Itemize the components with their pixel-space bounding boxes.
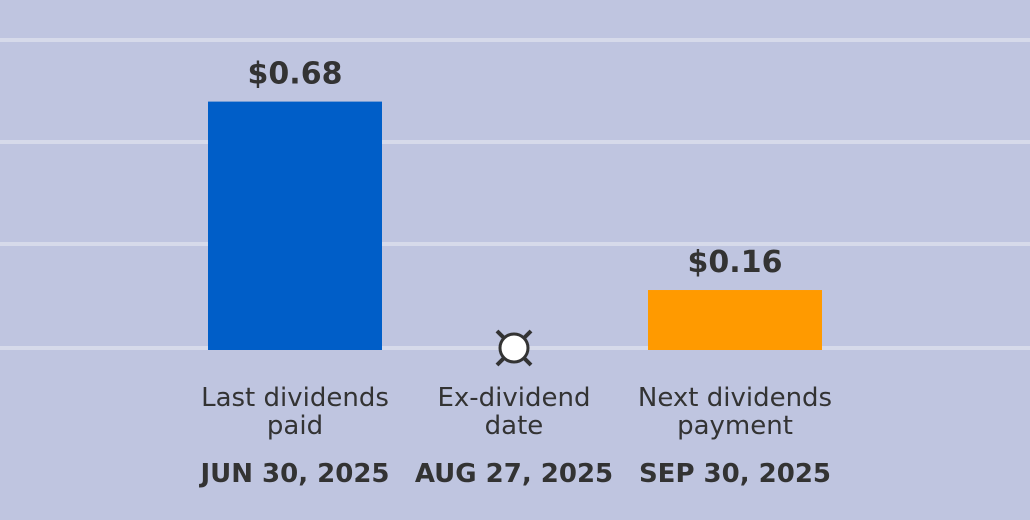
category-label-line1: Last dividends xyxy=(201,383,389,413)
category-label-line2: date xyxy=(485,411,544,441)
bar-last-dividends-paid xyxy=(208,101,382,350)
bar-value-label: $0.68 xyxy=(248,57,343,92)
bar-next-dividends-payment xyxy=(648,290,822,350)
gridlines xyxy=(0,38,1030,350)
bar-value-label: $0.16 xyxy=(688,245,783,280)
date-label: JUN 30, 2025 xyxy=(198,459,389,489)
date-label: SEP 30, 2025 xyxy=(639,459,831,489)
category-label-line2: paid xyxy=(267,411,323,441)
markers xyxy=(495,329,533,367)
category-label-line2: payment xyxy=(677,411,793,441)
bars xyxy=(208,101,822,350)
ex-dividend-marker-icon xyxy=(495,329,533,367)
date-label: AUG 27, 2025 xyxy=(415,459,613,489)
category-label-line1: Next dividends xyxy=(638,383,832,413)
marker-circle xyxy=(498,332,530,364)
category-label-line1: Ex-dividend xyxy=(437,383,590,413)
